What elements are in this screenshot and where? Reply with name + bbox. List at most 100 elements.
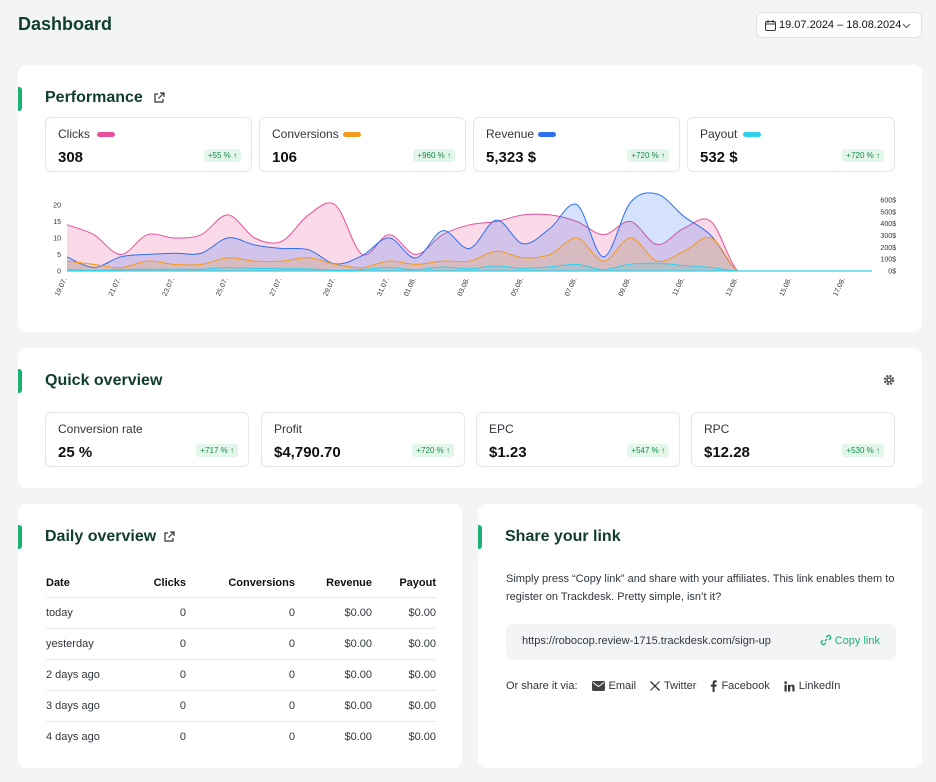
share-option-label: Facebook xyxy=(721,680,770,692)
date-range-label: 19.07.2024 – 18.08.2024 xyxy=(779,19,902,31)
calendar-icon xyxy=(765,20,776,31)
metric-epc[interactable]: EPC $1.23 +547 % ↑ xyxy=(476,412,680,467)
x-tick-label: 01.08. xyxy=(403,277,418,298)
change-badge: +960 % ↑ xyxy=(413,149,455,162)
table-cell: $0.00 xyxy=(372,659,436,691)
table-row: today 0 0 $0.00 $0.00 xyxy=(46,597,436,629)
share-option-label: Email xyxy=(608,680,637,692)
x-tick-label: 15.08. xyxy=(779,277,794,298)
metric-value: $12.28 xyxy=(704,444,750,461)
change-badge: +717 % ↑ xyxy=(196,444,238,457)
x-tick-label: 27.07. xyxy=(269,277,284,298)
quick-overview-card: Quick overview Conversion rate 25 % +717… xyxy=(18,348,922,488)
metric-revenue[interactable]: Revenue 5,323 $ +720 % ↑ xyxy=(473,117,680,172)
share-link-card: Share your link Simply press “Copy link”… xyxy=(478,504,922,768)
share-email-button[interactable]: Email xyxy=(591,680,637,692)
y-right-tick-label: 100$ xyxy=(880,257,896,264)
share-facebook-button[interactable]: Facebook xyxy=(710,680,770,692)
y-right-tick-label: 0$ xyxy=(888,269,896,276)
table-cell: 2 days ago xyxy=(46,659,136,691)
table-cell: $0.00 xyxy=(372,628,436,660)
metric-label: Clicks xyxy=(58,127,90,141)
metric-value: 308 xyxy=(58,149,84,166)
quick-overview-title: Quick overview xyxy=(45,372,163,389)
x-tick-label: 13.08. xyxy=(725,277,740,298)
x-tick-label: 07.08. xyxy=(564,277,579,298)
section-accent xyxy=(18,87,22,111)
y-right-tick-label: 500$ xyxy=(880,209,896,216)
column-header: Payout xyxy=(372,570,436,598)
gear-icon[interactable] xyxy=(883,374,895,386)
share-option-label: Twitter xyxy=(664,680,697,692)
series-area xyxy=(67,202,872,271)
change-badge: +720 % ↑ xyxy=(842,149,884,162)
x-tick-label: 21.07. xyxy=(108,277,123,298)
y-right-tick-label: 300$ xyxy=(880,233,896,240)
daily-overview-title: Daily overview xyxy=(45,528,157,545)
x-tick-label: 23.07. xyxy=(162,277,177,298)
x-tick-label: 09.08. xyxy=(618,277,633,298)
section-accent xyxy=(18,369,22,393)
x-tick-label: 25.07. xyxy=(215,277,230,298)
y-tick-label: 15 xyxy=(53,219,61,226)
column-header: Date xyxy=(46,570,136,598)
table-cell: 0 xyxy=(136,659,186,691)
share-link-title: Share your link xyxy=(505,528,621,545)
change-badge: +720 % ↑ xyxy=(412,444,454,457)
table-row: 4 days ago 0 0 $0.00 $0.00 xyxy=(46,721,436,752)
table-row: yesterday 0 0 $0.00 $0.00 xyxy=(46,628,436,660)
x-tick-label: 31.07. xyxy=(376,277,391,298)
share-linkedin-button[interactable]: LinkedIn xyxy=(784,680,840,692)
external-link-icon[interactable] xyxy=(163,531,175,543)
performance-card: Performance Clicks 308 +55 % ↑ Conversio… xyxy=(18,65,922,332)
facebook-icon xyxy=(711,680,718,692)
share-via-row: Or share it via: Email Twitter Facebook xyxy=(506,680,840,692)
section-accent xyxy=(478,525,482,549)
x-tick-label: 19.07. xyxy=(54,277,69,298)
metric-payout[interactable]: Payout 532 $ +720 % ↑ xyxy=(687,117,895,172)
y-tick-label: 10 xyxy=(53,236,61,243)
daily-overview-table: Date Clicks Conversions Revenue Payout t… xyxy=(46,570,436,752)
metric-label: RPC xyxy=(704,422,730,436)
performance-chart: 051015200$100$200$300$400$500$600$19.07.… xyxy=(53,192,896,298)
metric-clicks[interactable]: Clicks 308 +55 % ↑ xyxy=(45,117,252,172)
performance-title: Performance xyxy=(45,89,143,106)
metric-conversions[interactable]: Conversions 106 +960 % ↑ xyxy=(259,117,466,172)
series-area xyxy=(67,192,872,271)
table-row: 3 days ago 0 0 $0.00 $0.00 xyxy=(46,690,436,722)
series-swatch xyxy=(97,132,115,137)
table-cell: $0.00 xyxy=(372,690,436,722)
metric-rpc[interactable]: RPC $12.28 +530 % ↑ xyxy=(691,412,895,467)
metric-value: $4,790.70 xyxy=(274,444,341,461)
metric-label: Conversions xyxy=(272,127,339,141)
table-cell: today xyxy=(46,597,136,629)
metric-value: 5,323 $ xyxy=(486,149,537,166)
change-badge: +55 % ↑ xyxy=(203,149,241,162)
metric-label: Revenue xyxy=(486,127,535,141)
table-cell: 0 xyxy=(136,597,186,629)
metric-conversion-rate[interactable]: Conversion rate 25 % +717 % ↑ xyxy=(45,412,249,467)
y-right-tick-label: 600$ xyxy=(880,198,896,205)
table-cell: 0 xyxy=(179,730,186,743)
series-swatch xyxy=(538,132,556,137)
y-tick-label: 5 xyxy=(57,252,61,259)
external-link-icon[interactable] xyxy=(153,92,165,104)
copy-link-label: Copy link xyxy=(834,635,880,647)
column-header: Clicks xyxy=(136,570,186,598)
change-badge: +720 % ↑ xyxy=(627,149,669,162)
chevron-down-icon xyxy=(902,23,911,29)
table-cell: $0.00 xyxy=(344,730,372,743)
series-area xyxy=(67,237,872,271)
copy-link-button[interactable]: Copy link xyxy=(820,634,880,647)
date-range-picker[interactable]: 19.07.2024 – 18.08.2024 xyxy=(756,12,922,38)
share-twitter-button[interactable]: Twitter xyxy=(650,680,696,692)
metric-profit[interactable]: Profit $4,790.70 +720 % ↑ xyxy=(261,412,465,467)
x-tick-label: 03.08. xyxy=(457,277,472,298)
metric-value: 532 $ xyxy=(700,149,738,166)
table-cell: 0 xyxy=(136,628,186,660)
daily-overview-card: Daily overview Date Clicks Conversions R… xyxy=(18,504,462,768)
y-right-tick-label: 400$ xyxy=(880,221,896,228)
share-url[interactable]: https://robocop.review-1715.trackdesk.co… xyxy=(522,635,771,647)
table-cell: $0.00 xyxy=(408,730,436,743)
column-header: Revenue xyxy=(295,570,372,598)
